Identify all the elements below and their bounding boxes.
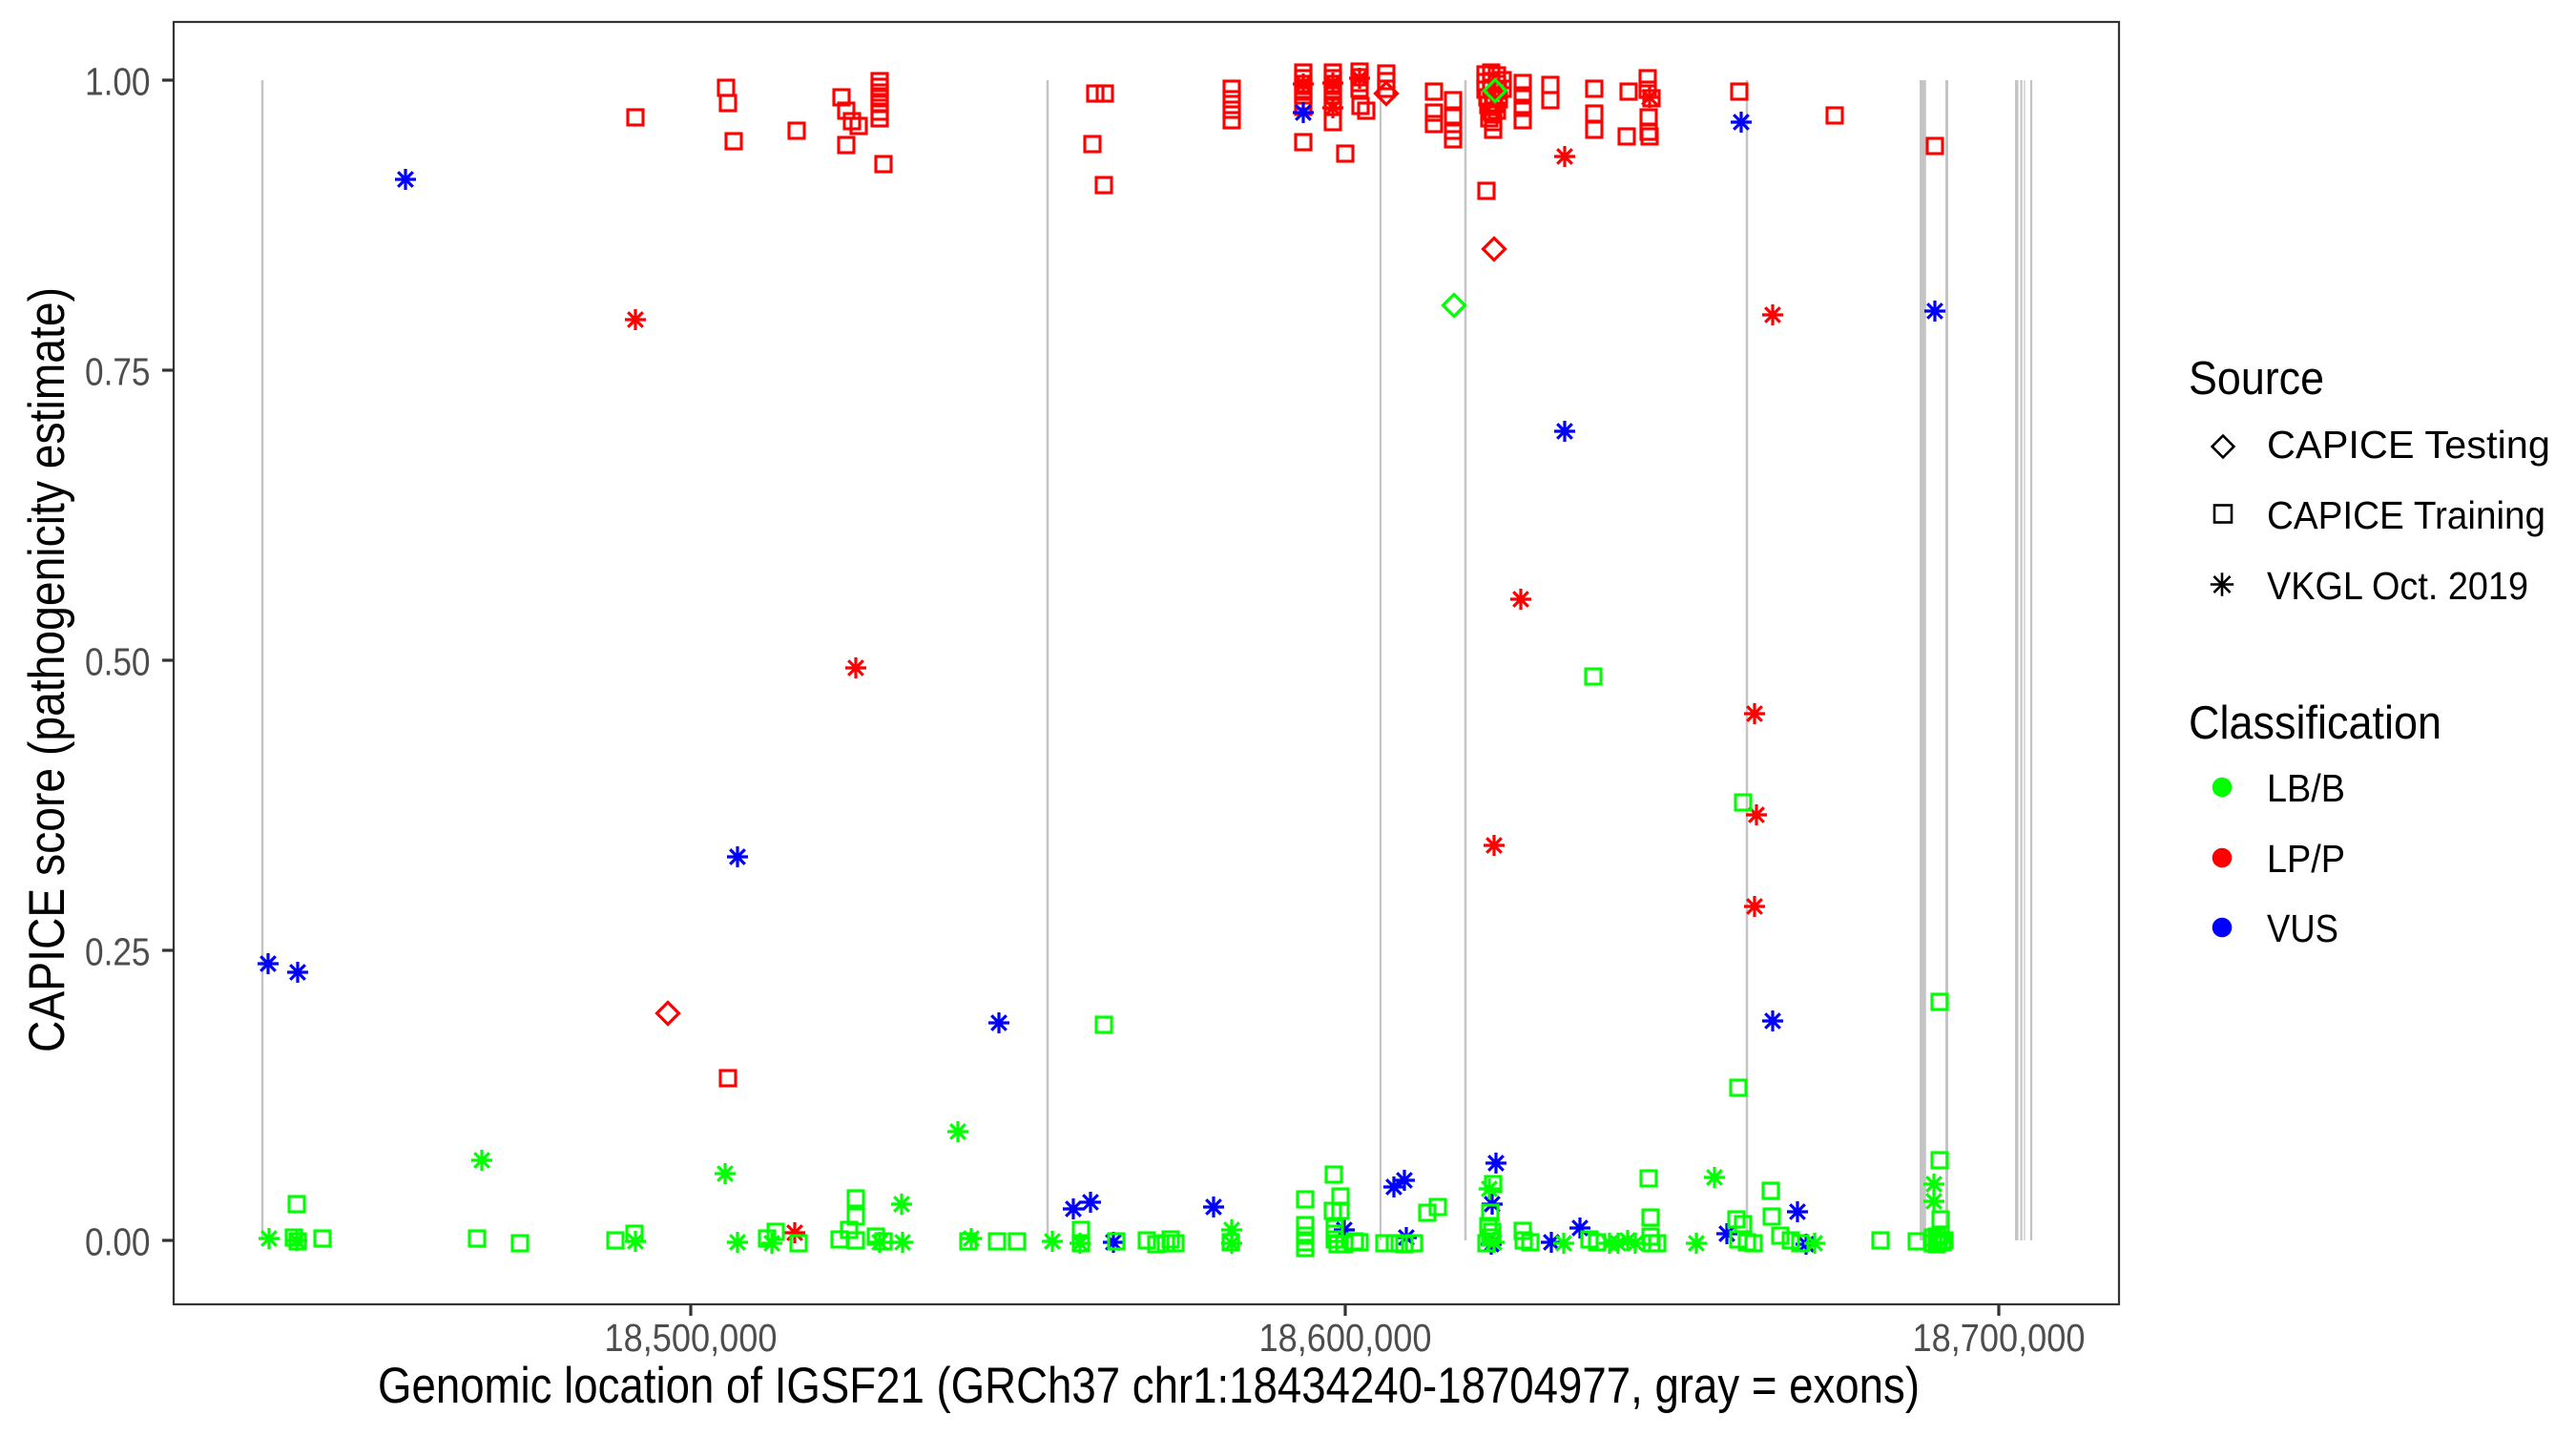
svg-text:CAPICE Testing: CAPICE Testing [2267,423,2550,467]
svg-text:LP/P: LP/P [2267,837,2345,881]
svg-text:VKGL Oct. 2019: VKGL Oct. 2019 [2267,564,2528,608]
svg-text:CAPICE Training: CAPICE Training [2267,493,2545,537]
svg-text:0.00: 0.00 [85,1220,151,1264]
svg-text:0.50: 0.50 [85,640,151,684]
svg-text:18,700,000: 18,700,000 [1913,1316,2086,1360]
svg-text:Source: Source [2189,353,2324,405]
svg-text:0.25: 0.25 [85,930,151,974]
svg-text:LB/B: LB/B [2267,766,2345,810]
svg-text:18,600,000: 18,600,000 [1259,1316,1432,1360]
svg-text:1.00: 1.00 [85,60,151,104]
svg-text:18,500,000: 18,500,000 [605,1316,778,1360]
svg-text:Classification: Classification [2189,697,2441,749]
svg-text:0.75: 0.75 [85,350,151,394]
svg-text:CAPICE score (pathogenicity es: CAPICE score (pathogenicity estimate) [19,287,75,1052]
svg-text:VUS: VUS [2267,906,2338,950]
svg-text:Genomic location of IGSF21 (GR: Genomic location of IGSF21 (GRCh37 chr1:… [378,1358,1920,1414]
